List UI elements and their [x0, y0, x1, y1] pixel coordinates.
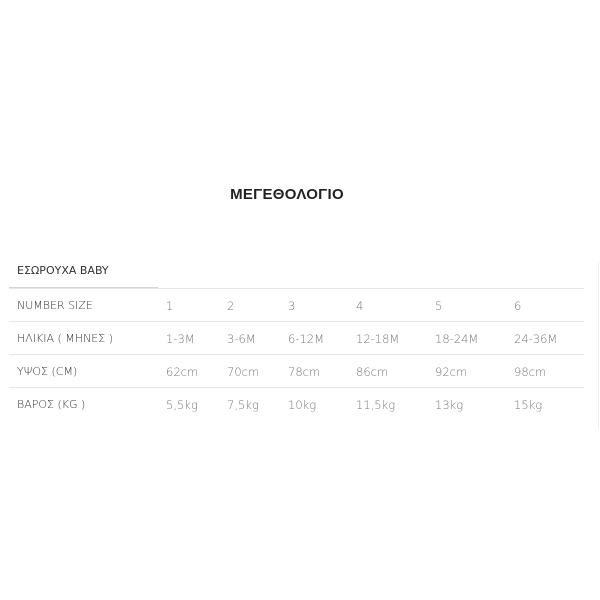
table-row: NUMBER SIZE 1 2 3 4 5 6 [9, 289, 584, 322]
cell: 15kg [514, 398, 543, 412]
cell: 6 [514, 299, 522, 313]
table-row: ΥΨΟΣ (CM) 62cm 70cm 78cm 86cm 92cm 98cm [9, 355, 584, 388]
cell: 6-12M [288, 332, 325, 346]
cell: 10kg [288, 398, 317, 412]
row-header: NUMBER SIZE [17, 299, 93, 312]
table-row: ΗΛΙΚΙΑ ( ΜΗΝΕΣ ) 1-3M 3-6M 6-12M 12-18M … [9, 322, 584, 355]
table-row: ΒΑΡΟΣ (KG ) 5,5kg 7,5kg 10kg 11,5kg 13kg… [9, 388, 584, 420]
cell: 78cm [288, 365, 321, 379]
cell: 92cm [435, 365, 468, 379]
cell: 7,5kg [227, 398, 259, 412]
row-header: ΥΨΟΣ (CM) [17, 365, 78, 378]
cell: 18-24M [435, 332, 479, 346]
cell: 1-3M [166, 332, 195, 346]
cell: 3 [288, 299, 296, 313]
cell: 86cm [356, 365, 389, 379]
row-header: ΗΛΙΚΙΑ ( ΜΗΝΕΣ ) [17, 332, 113, 345]
scrollbar-edge [598, 263, 599, 428]
row-header: ΒΑΡΟΣ (KG ) [17, 398, 86, 411]
cell: 5 [435, 299, 443, 313]
cell: 24-36M [514, 332, 558, 346]
page-title: ΜΕΓΕΘΟΛΟΓΙΟ [230, 186, 344, 203]
tab-baby-underwear[interactable]: ΕΣΩΡΟΥΧΑ BABY [17, 264, 109, 277]
cell: 4 [356, 299, 364, 313]
size-table: NUMBER SIZE 1 2 3 4 5 6 ΗΛΙΚΙΑ ( ΜΗΝΕΣ )… [9, 288, 584, 420]
cell: 70cm [227, 365, 260, 379]
cell: 1 [166, 299, 174, 313]
cell: 2 [227, 299, 235, 313]
cell: 3-6M [227, 332, 256, 346]
cell: 98cm [514, 365, 547, 379]
cell: 13kg [435, 398, 464, 412]
cell: 5,5kg [166, 398, 198, 412]
cell: 11,5kg [356, 398, 396, 412]
cell: 12-18M [356, 332, 400, 346]
cell: 62cm [166, 365, 199, 379]
